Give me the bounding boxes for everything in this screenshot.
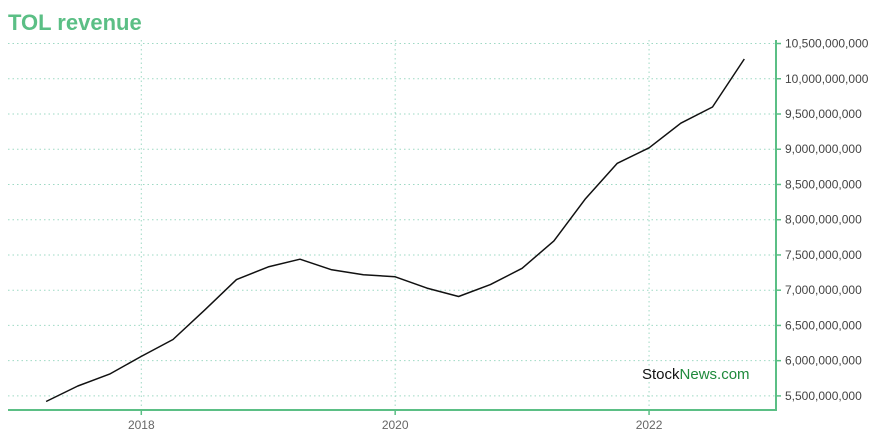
data-point xyxy=(647,146,651,150)
y-tick-label: 6,000,000,000 xyxy=(785,354,862,368)
data-point xyxy=(108,372,112,376)
revenue-series-line xyxy=(45,58,745,403)
watermark: StockNews.com xyxy=(642,366,750,383)
data-point xyxy=(234,278,238,282)
chart-title: TOL revenue xyxy=(8,10,142,35)
data-point xyxy=(203,308,207,312)
x-tick-label: 2022 xyxy=(636,418,663,432)
x-tick-label: 2018 xyxy=(128,418,155,432)
grid-layer xyxy=(8,40,776,410)
data-point xyxy=(742,57,746,61)
data-point xyxy=(552,239,556,243)
data-point xyxy=(488,283,492,287)
data-point xyxy=(330,268,334,272)
y-tick-label: 6,500,000,000 xyxy=(785,318,862,332)
axis-layer: 5,500,000,000 6,000,000,000 6,500,000,000 7… xyxy=(8,37,869,432)
data-point xyxy=(615,161,619,165)
data-point xyxy=(171,338,175,342)
series-layer xyxy=(44,57,746,404)
data-point xyxy=(457,295,461,299)
data-point xyxy=(76,384,80,388)
y-tick-label: 7,000,000,000 xyxy=(785,283,862,297)
data-point xyxy=(679,121,683,125)
watermark-news: News.com xyxy=(680,366,750,383)
watermark-stock: Stock xyxy=(642,366,680,383)
data-point xyxy=(266,265,270,269)
y-tick-label: 9,000,000,000 xyxy=(785,142,862,156)
y-tick-label: 10,500,000,000 xyxy=(785,37,869,51)
data-point xyxy=(361,273,365,277)
x-tick-label: 2020 xyxy=(382,418,409,432)
data-point xyxy=(44,400,48,404)
y-tick-label: 5,500,000,000 xyxy=(785,389,862,403)
y-tick-label: 8,500,000,000 xyxy=(785,177,862,191)
y-tick-label: 7,500,000,000 xyxy=(785,248,862,262)
data-point xyxy=(520,266,524,270)
y-tick-label: 9,500,000,000 xyxy=(785,107,862,121)
data-point xyxy=(393,275,397,279)
y-tick-label: 8,000,000,000 xyxy=(785,213,862,227)
data-point xyxy=(298,257,302,261)
data-point xyxy=(425,286,429,290)
y-tick-label: 10,000,000,000 xyxy=(785,72,869,86)
data-point xyxy=(711,105,715,109)
data-point xyxy=(584,197,588,201)
data-point xyxy=(139,354,143,358)
